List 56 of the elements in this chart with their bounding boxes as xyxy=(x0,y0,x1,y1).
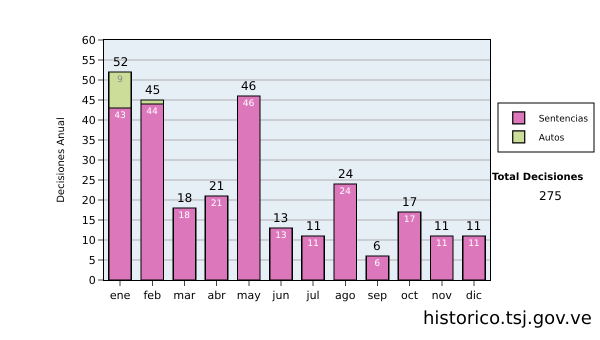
x-tick-label: oct xyxy=(401,289,419,302)
data-label: 21 xyxy=(210,199,222,209)
y-tick-label: 35 xyxy=(82,134,96,147)
total-label: 11 xyxy=(466,219,482,233)
y-axis-title: Decisiones Anual xyxy=(56,117,67,203)
data-label: 6 xyxy=(374,259,380,269)
x-tick-label: dic xyxy=(466,289,482,302)
x-tick-label: sep xyxy=(368,289,388,302)
x-tick-label: nov xyxy=(432,289,452,302)
total-label: 6 xyxy=(373,239,381,253)
total-label: 11 xyxy=(306,219,322,233)
x-tick-label: mar xyxy=(173,289,196,302)
text: 275 xyxy=(539,189,562,203)
data-label: 17 xyxy=(404,215,416,225)
y-tick-label: 55 xyxy=(82,54,96,67)
x-tick-label: ago xyxy=(335,289,356,302)
data-label: 24 xyxy=(339,187,352,197)
y-tick-label: 10 xyxy=(82,234,96,247)
total-label: 21 xyxy=(209,179,224,193)
legend-label: Autos xyxy=(538,133,565,144)
data-label: 13 xyxy=(275,231,287,241)
total-label: 18 xyxy=(177,191,192,205)
data-label: 11 xyxy=(307,239,319,249)
data-label: 11 xyxy=(436,239,448,249)
x-tick-label: jun xyxy=(271,289,290,302)
x-tick-label: may xyxy=(236,289,262,302)
total-label: 46 xyxy=(241,79,256,93)
y-tick-label: 40 xyxy=(82,114,96,127)
data-label: 44 xyxy=(146,107,158,117)
y-tick-label: 5 xyxy=(88,254,96,267)
total-label: 45 xyxy=(145,83,160,97)
data-label: 46 xyxy=(242,99,255,109)
total-label: 24 xyxy=(338,167,354,181)
total-label: 11 xyxy=(434,219,450,233)
y-tick-label: 25 xyxy=(82,174,96,187)
text: historico.tsj.gov.ve xyxy=(423,308,592,329)
y-tick-label: 50 xyxy=(82,74,96,87)
data-label: 18 xyxy=(178,211,190,221)
total-label: 13 xyxy=(273,211,288,225)
y-tick-label: 60 xyxy=(82,34,96,47)
y-tick-label: 0 xyxy=(88,274,96,287)
x-tick-label: ene xyxy=(110,289,131,302)
y-tick-label: 15 xyxy=(82,214,96,227)
data-label: 43 xyxy=(114,111,126,121)
x-tick-label: abr xyxy=(207,289,226,302)
x-tick-label: feb xyxy=(143,289,162,302)
data-label: 9 xyxy=(117,75,124,85)
total-label: 17 xyxy=(402,195,418,209)
total-label: 52 xyxy=(113,55,128,69)
data-label: 11 xyxy=(468,239,480,249)
x-tick-label: jul xyxy=(306,289,320,302)
y-tick-label: 30 xyxy=(82,154,96,167)
y-tick-label: 45 xyxy=(82,94,96,107)
text: Total Decisiones xyxy=(492,172,584,183)
legend-label: Sentencias xyxy=(538,114,588,124)
y-tick-label: 20 xyxy=(82,194,96,207)
